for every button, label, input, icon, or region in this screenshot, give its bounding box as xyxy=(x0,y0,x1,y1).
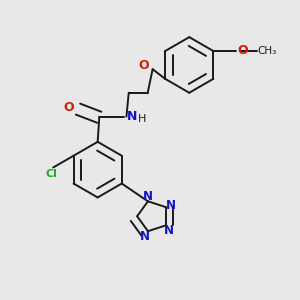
Text: N: N xyxy=(143,190,153,202)
Text: H: H xyxy=(138,114,146,124)
Text: N: N xyxy=(126,110,137,123)
Text: N: N xyxy=(140,230,150,243)
Text: O: O xyxy=(138,59,149,72)
Text: O: O xyxy=(64,101,74,114)
Text: N: N xyxy=(164,224,174,237)
Text: CH₃: CH₃ xyxy=(258,46,277,56)
Text: O: O xyxy=(237,44,248,57)
Text: Cl: Cl xyxy=(46,169,58,179)
Text: N: N xyxy=(166,199,176,212)
